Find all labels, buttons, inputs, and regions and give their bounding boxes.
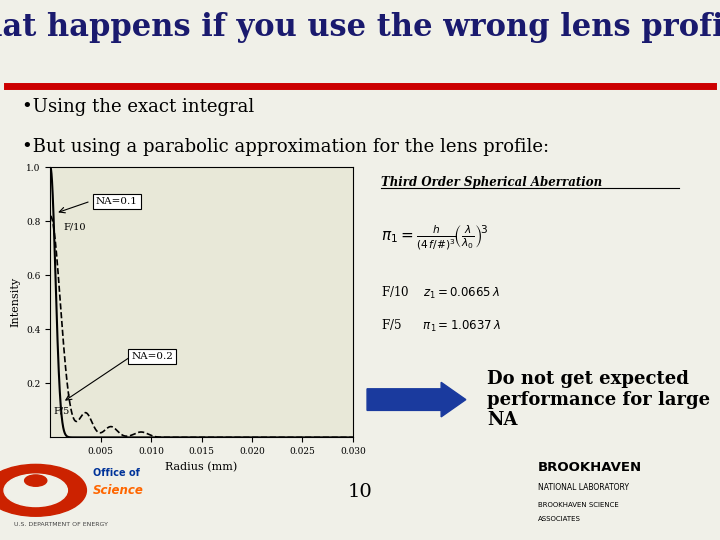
Circle shape [24,475,47,486]
Text: F/10: F/10 [63,222,86,232]
Text: F/10    $z_1 = 0.0665\,\lambda$: F/10 $z_1 = 0.0665\,\lambda$ [381,285,500,301]
Text: •But using a parabolic approximation for the lens profile:: •But using a parabolic approximation for… [22,138,549,156]
Text: ASSOCIATES: ASSOCIATES [538,516,581,522]
Text: NATIONAL LABORATORY: NATIONAL LABORATORY [538,483,629,492]
X-axis label: Radius (mm): Radius (mm) [166,462,238,472]
Circle shape [0,464,86,516]
Text: F/5      $\pi_1 = 1.0637\,\lambda$: F/5 $\pi_1 = 1.0637\,\lambda$ [381,318,500,334]
Text: Third Order Spherical Aberration: Third Order Spherical Aberration [381,177,602,190]
Text: BROOKHAVEN: BROOKHAVEN [538,461,642,474]
Text: Do not get expected
performance for large
NA: Do not get expected performance for larg… [487,370,710,429]
Text: What happens if you use the wrong lens profile?: What happens if you use the wrong lens p… [0,12,720,43]
Text: Office of: Office of [93,468,140,478]
Text: NA=0.1: NA=0.1 [96,197,138,206]
Text: F/5: F/5 [53,406,70,415]
Text: NA=0.2: NA=0.2 [131,352,173,361]
Text: 10: 10 [348,483,372,501]
Text: $\pi_1 = \frac{h}{(4\,f/\#)^3}\!\left(\frac{\lambda}{\lambda_0}\right)^{\!3}$: $\pi_1 = \frac{h}{(4\,f/\#)^3}\!\left(\f… [381,224,488,252]
Text: Science: Science [93,483,143,497]
Y-axis label: Intensity: Intensity [11,278,21,327]
Text: •Using the exact integral: •Using the exact integral [22,98,254,116]
Text: U.S. DEPARTMENT OF ENERGY: U.S. DEPARTMENT OF ENERGY [14,522,107,527]
Text: BROOKHAVEN SCIENCE: BROOKHAVEN SCIENCE [538,502,618,508]
Circle shape [4,474,68,507]
FancyArrow shape [367,382,466,417]
